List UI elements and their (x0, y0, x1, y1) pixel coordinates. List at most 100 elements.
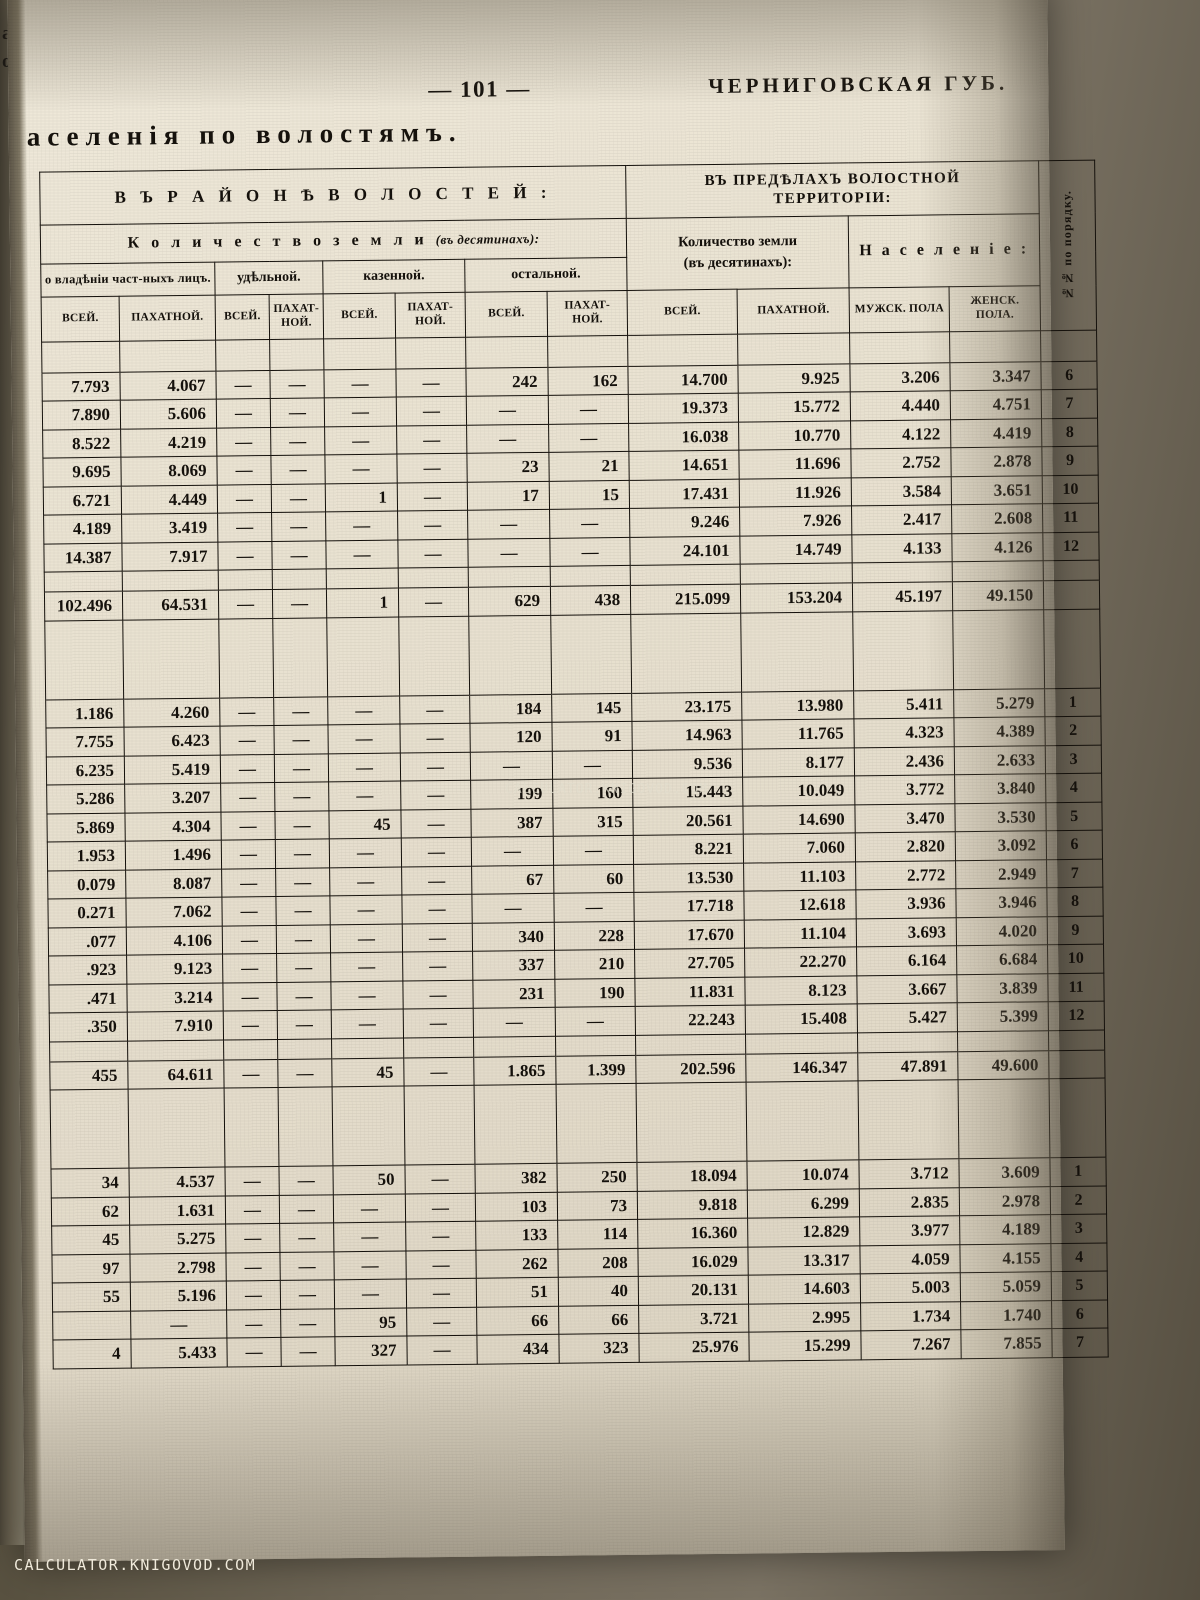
cell-female-population: 3.530 (954, 802, 1047, 833)
cell-udelnoy-arable: — (279, 1251, 335, 1281)
cell-private-arable: 3.419 (121, 513, 218, 544)
cell-row-number (1048, 1049, 1106, 1080)
cell-ostalnoy-arable: 73 (557, 1191, 638, 1221)
cell-territory-arable: 153.204 (740, 583, 853, 614)
cell-ostalnoy-all: 231 (472, 979, 556, 1009)
spacer-cell (857, 1031, 958, 1053)
table-head: В Ъ Р А Й О Н Ѣ В О Л О С Т Е Й : ВЪ ПРЕ… (39, 160, 1097, 342)
cell-territory-arable: 13.317 (747, 1245, 861, 1276)
cell-ostalnoy-all: 382 (474, 1163, 558, 1194)
cell-male-population: 1.734 (860, 1301, 961, 1332)
cell-kazennoy-arable: — (405, 1221, 476, 1251)
cell-udelnoy-all: — (222, 953, 277, 983)
cell-territory-arable: 7.060 (743, 833, 856, 864)
header-kazennoy: казенной. (322, 258, 466, 295)
cell-territory-all: 20.131 (638, 1275, 749, 1306)
cell-male-population: 45.197 (852, 582, 953, 612)
cell-territory-all: 19.373 (628, 393, 739, 424)
cell-female-population: 3.946 (955, 888, 1048, 918)
cell-territory-arable: 10.074 (747, 1160, 860, 1191)
cell-territory-all: 14.651 (628, 450, 740, 481)
cell-male-population: 2.417 (851, 505, 952, 535)
spacer-cell (1048, 1029, 1105, 1051)
cell-male-population: 2.436 (854, 746, 955, 777)
cell-ostalnoy-arable: 114 (557, 1219, 638, 1250)
header-land-quantity-units: (въ десятинахъ): (435, 230, 540, 247)
header-ostalnoy-arable: ПАХАТ-НОЙ. (547, 290, 628, 337)
spacer-cell (218, 569, 273, 591)
cell-kazennoy-all: 45 (331, 1057, 405, 1088)
cell-udelnoy-all: — (222, 982, 278, 1012)
header-female-population: ЖЕНСК. ПОЛА. (949, 286, 1041, 332)
cell-udelnoy-all: — (222, 925, 277, 955)
cell-territory-all: 25.976 (638, 1332, 750, 1363)
spacer-cell (474, 1084, 557, 1165)
cell-ostalnoy-all: 340 (472, 922, 555, 952)
spacer-cell (746, 1081, 860, 1162)
cell-territory-all: 18.094 (637, 1161, 748, 1192)
cell-ostalnoy-all: 133 (475, 1220, 558, 1251)
cell-private-all: 14.387 (43, 543, 123, 573)
cell-male-population: 4.133 (851, 533, 953, 564)
cell-row-number: 8 (1041, 417, 1098, 448)
spacer-cell (1043, 608, 1101, 689)
cell-udelnoy-all: — (225, 1252, 281, 1282)
cell-female-population: 4.389 (954, 717, 1046, 747)
cell-ostalnoy-arable: 323 (558, 1333, 640, 1364)
cell-ostalnoy-all: — (467, 509, 550, 540)
header-row-number: №№ по порядку. (1038, 160, 1097, 331)
header-territory-all: ВСЕЙ. (627, 289, 738, 336)
statistics-table-wrapper: В Ъ Р А Й О Н Ѣ В О Л О С Т Е Й : ВЪ ПРЕ… (39, 160, 1109, 1369)
cell-male-population: 2.820 (855, 832, 956, 862)
cell-female-population: 7.855 (960, 1329, 1053, 1359)
cell-male-population: 7.267 (860, 1330, 962, 1360)
cell-territory-all: 16.038 (628, 422, 739, 452)
header-udelnoy-arable: ПАХАТ-НОЙ. (269, 294, 324, 340)
cell-territory-arable: 10.049 (742, 776, 855, 807)
spacer-cell (122, 570, 219, 592)
cell-row-number: 10 (1047, 944, 1104, 974)
cell-udelnoy-all: — (225, 1195, 280, 1225)
spacer-cell (550, 565, 631, 587)
cell-ostalnoy-arable: — (553, 835, 634, 866)
cell-private-all: 7.890 (42, 400, 121, 430)
header-group-territory: ВЪ ПРЕДѢЛАХЪ ВОЛОСТНОЙ ТЕРРИТОРІИ: (625, 160, 1040, 218)
cell-territory-arable: 6.299 (747, 1188, 860, 1219)
spacer-cell (957, 1030, 1049, 1052)
cell-private-all: 62 (51, 1197, 130, 1227)
spacer-cell (740, 611, 854, 693)
cell-ostalnoy-all: 103 (475, 1192, 558, 1222)
spacer-cell (556, 1083, 638, 1164)
cell-row-number: 5 (1051, 1271, 1108, 1301)
cell-udelnoy-arable: — (277, 1010, 332, 1040)
spacer-cell (215, 339, 270, 371)
cell-kazennoy-arable: — (401, 837, 472, 867)
spacer-cell (1040, 330, 1097, 362)
cell-ostalnoy-arable: 210 (554, 949, 635, 980)
cell-udelnoy-all: — (218, 589, 273, 619)
cell-kazennoy-arable: — (399, 695, 470, 725)
cell-territory-arable: 8.123 (744, 975, 858, 1006)
cell-row-number: 6 (1051, 1299, 1108, 1330)
cell-private-all: 9.695 (42, 457, 122, 487)
cell-udelnoy-arable: — (271, 483, 326, 513)
cell-territory-all: 215.099 (630, 584, 741, 615)
cell-kazennoy-all: — (329, 838, 402, 868)
cell-private-all: 34 (50, 1168, 130, 1198)
cell-male-population: 2.752 (850, 448, 952, 478)
cell-udelnoy-all: — (224, 1166, 280, 1196)
cell-territory-arable: 15.772 (738, 392, 851, 423)
cell-row-number: 4 (1045, 773, 1102, 803)
cell-row-number: 6 (1046, 830, 1103, 860)
cell-ostalnoy-arable: 145 (551, 693, 633, 723)
header-territory-quantity-line1: Количество земли (678, 232, 798, 250)
cell-female-population: 2.878 (950, 447, 1043, 477)
cell-kazennoy-arable: — (397, 539, 469, 569)
cell-udelnoy-arable: — (270, 398, 325, 428)
cell-udelnoy-all: — (223, 1059, 279, 1089)
cell-female-population: 5.279 (953, 688, 1046, 719)
cell-row-number: 2 (1045, 716, 1102, 746)
header-land-quantity: К о л и ч е с т в о з е м л и (въ десяти… (40, 217, 627, 264)
cell-ostalnoy-all: 262 (475, 1249, 559, 1279)
